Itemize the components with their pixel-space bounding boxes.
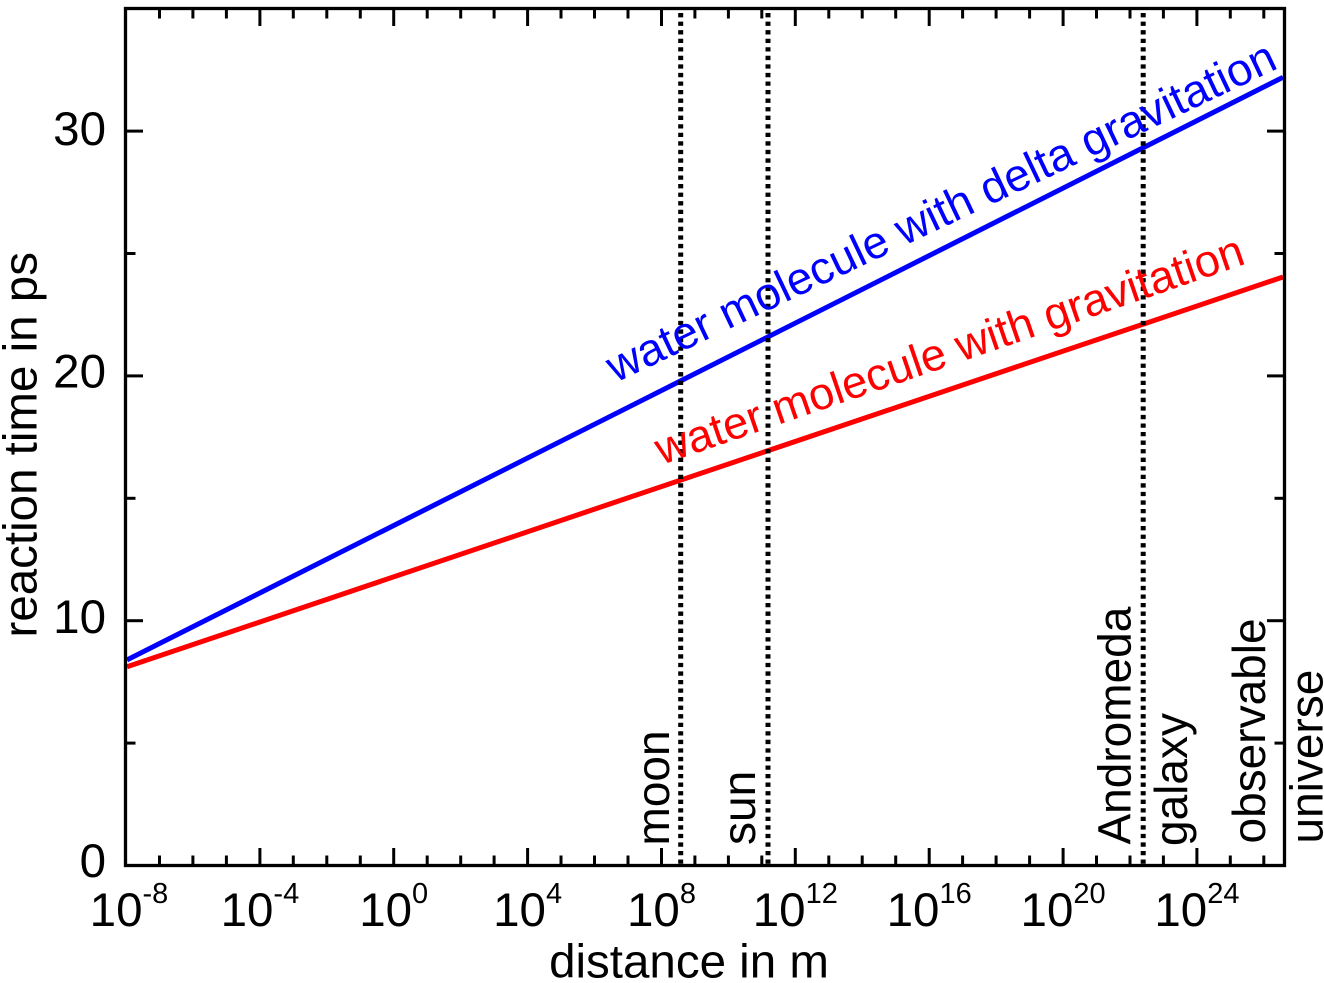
svg-text:108: 108: [627, 878, 696, 937]
svg-text:moon: moon: [627, 730, 679, 845]
svg-text:10: 10: [53, 591, 106, 644]
svg-text:galaxy: galaxy: [1145, 713, 1197, 846]
svg-text:30: 30: [53, 103, 106, 156]
svg-text:reaction time in ps: reaction time in ps: [0, 252, 48, 637]
svg-text:20: 20: [53, 346, 106, 399]
svg-text:Andromeda: Andromeda: [1089, 606, 1141, 844]
svg-text:observable: observable: [1223, 618, 1275, 843]
svg-text:distance in m: distance in m: [549, 936, 829, 983]
svg-text:1016: 1016: [887, 878, 972, 937]
svg-text:sun: sun: [713, 771, 765, 845]
svg-text:0: 0: [80, 835, 106, 888]
svg-text:universe: universe: [1281, 670, 1324, 844]
